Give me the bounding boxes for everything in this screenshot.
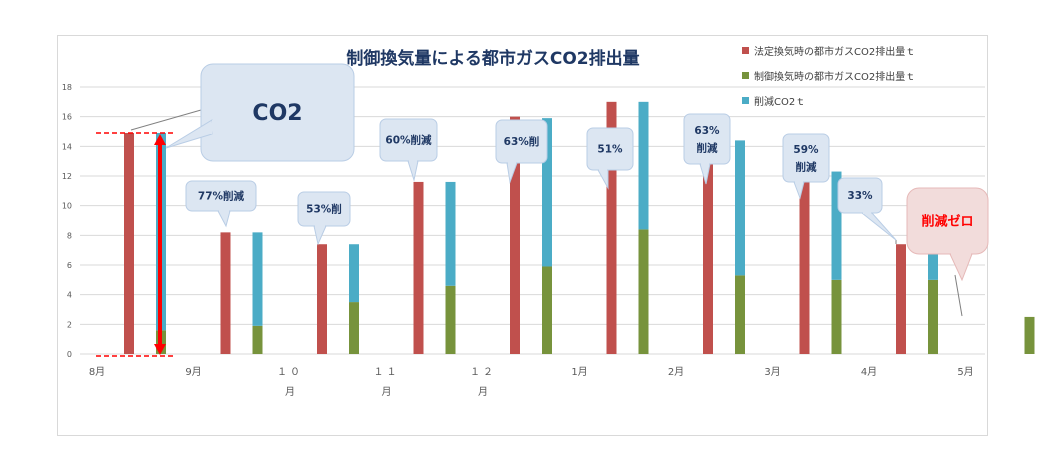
bar-controlled-6	[735, 275, 745, 354]
callout-tail-8	[860, 212, 897, 241]
callout-text-6: 削減	[697, 141, 718, 154]
callout-leader-0	[130, 109, 202, 131]
x-tick-label-bottom: 月	[478, 386, 488, 398]
callout-text-6: 63%	[694, 125, 720, 137]
y-tick-label: 0	[67, 350, 72, 359]
bar-legal-2	[317, 244, 327, 354]
x-tick-label: 9月	[185, 366, 201, 378]
legend-swatch-controlled	[742, 72, 749, 79]
bar-reduction-1	[252, 232, 263, 326]
bar-legal-5	[606, 101, 617, 354]
x-tick-label: 8月	[89, 366, 105, 378]
bar-reduction-6	[735, 140, 745, 276]
callout-text-4: 63%削	[504, 135, 540, 148]
y-tick-label: 2	[67, 320, 72, 329]
chart-title: 制御換気量による都市ガスCO2排出量	[346, 48, 639, 69]
x-tick-label-bottom: 月	[285, 386, 295, 398]
y-tick-label: 6	[67, 261, 72, 270]
y-tick-label: 14	[62, 142, 72, 151]
callout-tail-1	[217, 210, 231, 228]
callout-box-5	[586, 127, 634, 171]
x-tick-label: 1月	[571, 366, 587, 378]
bar-controlled-9	[1024, 316, 1035, 354]
x-tick-label: 5月	[957, 366, 973, 378]
y-tick-label: 8	[67, 231, 72, 240]
callout-tail-5	[597, 169, 609, 190]
y-tick-label: 18	[62, 83, 72, 92]
bar-reduction-8	[928, 244, 938, 280]
callout-box-8	[837, 177, 883, 214]
legend-label-reduction: 削減CO2ｔ	[754, 97, 806, 108]
bar-reduction-3	[445, 181, 456, 286]
x-tick-label: 4月	[861, 366, 877, 378]
y-tick-label: 16	[62, 113, 72, 122]
bar-controlled-2	[349, 302, 359, 354]
y-tick-label: 4	[67, 291, 72, 300]
arrow-head-top	[154, 133, 166, 145]
bar-legal-3	[413, 181, 424, 354]
bar-reduction-5	[638, 101, 649, 230]
bar-controlled-5	[638, 229, 649, 354]
bar-controlled-1	[252, 325, 263, 354]
callout-text-1: 77%削減	[198, 190, 245, 203]
bar-controlled-4	[542, 266, 552, 354]
bar-legal-4	[510, 116, 520, 355]
bar-reduction-4	[542, 118, 552, 267]
x-tick-label-top: １０	[277, 367, 303, 378]
legend-item-legal: 法定換気時の都市ガスCO2排出量ｔ	[742, 44, 916, 58]
callout-text-8: 33%	[847, 190, 873, 202]
callout-box-9	[906, 187, 989, 255]
bar-legal-1	[220, 232, 231, 354]
x-tick-label: 3月	[764, 366, 780, 378]
bar-legal-0	[124, 132, 134, 354]
legend-item-reduction: 削減CO2ｔ	[742, 94, 915, 108]
callout-text-7: 削減	[796, 160, 817, 173]
bar-reduction-7	[831, 171, 842, 280]
callout-tail-3	[407, 160, 419, 182]
callout-text-3: 60%削減	[385, 134, 432, 147]
legend-swatch-legal	[742, 47, 749, 54]
callout-text-2: 53%削	[306, 203, 342, 216]
callout-leader-9	[954, 274, 963, 317]
bar-legal-7	[799, 171, 810, 354]
bar-legal-6	[703, 140, 713, 354]
legend-label-legal: 法定換気時の都市ガスCO2排出量ｔ	[754, 47, 916, 58]
legend-item-controlled: 制御換気時の都市ガスCO2排出量ｔ	[742, 69, 916, 83]
y-tick-label: 10	[62, 202, 72, 211]
callout-box-0	[200, 63, 355, 162]
bar-controlled-7	[831, 279, 842, 354]
x-tick-label-top: １１	[374, 367, 400, 378]
legend-label-controlled: 制御換気時の都市ガスCO2排出量ｔ	[754, 72, 916, 83]
callout-text-7: 59%	[793, 144, 819, 156]
bar-controlled-3	[445, 285, 456, 354]
bar-controlled-8	[928, 279, 938, 354]
x-tick-label-top: １２	[470, 367, 496, 378]
y-tick-label: 12	[62, 172, 72, 181]
x-tick-label: 2月	[668, 366, 684, 378]
callout-text-5: 51%	[597, 144, 623, 156]
callout-seam-0	[210, 119, 214, 135]
bar-reduction-2	[349, 244, 359, 303]
callout-box-4	[495, 119, 548, 164]
legend: 法定換気時の都市ガスCO2排出量ｔ 制御換気時の都市ガスCO2排出量ｔ 削減CO…	[742, 44, 915, 119]
callout-box-6	[683, 113, 731, 165]
arrow-head-bottom	[154, 344, 166, 355]
x-tick-label-bottom: 月	[382, 386, 392, 398]
bar-legal-8	[896, 244, 906, 354]
callout-tail-9	[949, 253, 973, 282]
legend-swatch-reduction	[742, 97, 749, 104]
callout-text-0: CO2	[252, 101, 302, 126]
callout-text-9: 削減ゼロ	[921, 214, 973, 230]
callout-box-7	[782, 133, 830, 183]
